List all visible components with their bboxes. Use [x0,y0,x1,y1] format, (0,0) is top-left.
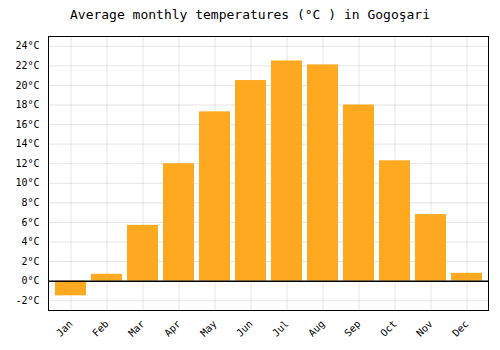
svg-text:10°C: 10°C [15,177,39,188]
svg-text:14°C: 14°C [15,138,39,149]
svg-text:May: May [198,318,219,339]
svg-text:Jan: Jan [54,318,75,339]
svg-text:Nov: Nov [414,318,435,339]
svg-text:20°C: 20°C [15,80,39,91]
svg-text:Jul: Jul [270,318,291,339]
svg-text:Oct: Oct [378,318,399,339]
svg-text:8°C: 8°C [21,197,39,208]
svg-text:Apr: Apr [162,318,183,339]
svg-text:12°C: 12°C [15,158,39,169]
svg-text:Mar: Mar [126,318,147,339]
svg-text:-2°C: -2°C [15,295,39,306]
svg-text:16°C: 16°C [15,119,39,130]
svg-text:Aug: Aug [306,318,327,339]
svg-text:2°C: 2°C [21,256,39,267]
svg-text:18°C: 18°C [15,99,39,110]
svg-text:24°C: 24°C [15,40,39,51]
html-text:Average monthly temperatures (: Average monthly temperatures (°C ) in Go… [70,7,430,22]
svg-text:Jun: Jun [234,318,255,339]
svg-text:6°C: 6°C [21,217,39,228]
svg-text:4°C: 4°C [21,236,39,247]
svg-text:0°C: 0°C [21,275,39,286]
svg-text:Feb: Feb [90,318,111,339]
svg-text:22°C: 22°C [15,60,39,71]
svg-text:Sep: Sep [342,318,363,339]
svg-text:Dec: Dec [450,318,471,339]
